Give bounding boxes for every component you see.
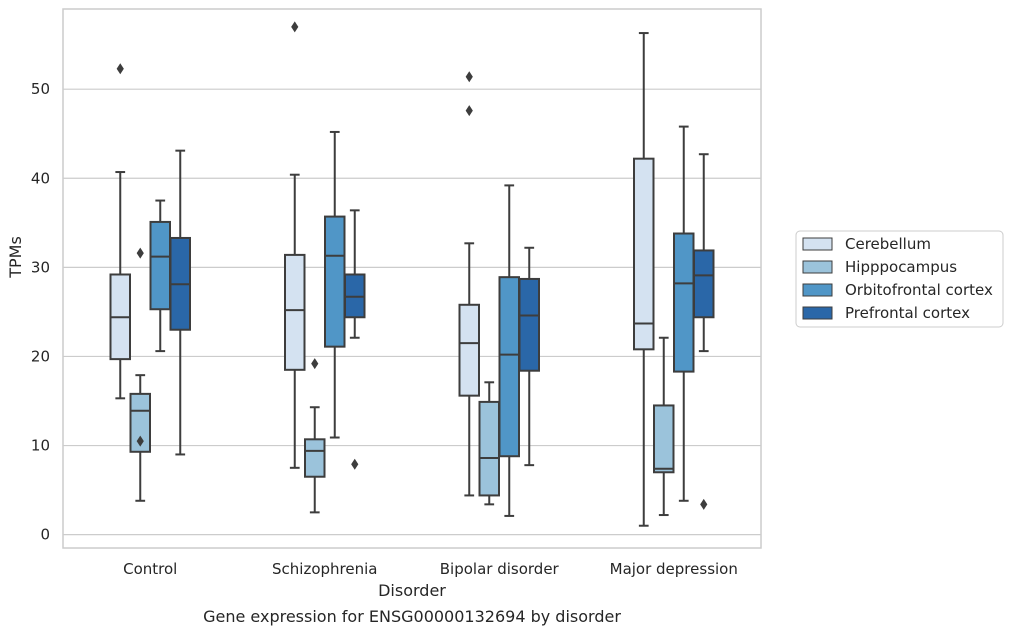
iqr-box [284, 253, 306, 371]
outlier-point [136, 435, 144, 447]
box-1-4 [169, 149, 191, 456]
legend-swatch [802, 260, 833, 274]
box-3-2 [478, 381, 500, 506]
y-tick-label: 50 [31, 80, 50, 98]
box-2-1 [284, 21, 306, 469]
outlier-point [465, 71, 473, 83]
iqr-box [458, 303, 480, 397]
box-1-1 [109, 63, 131, 400]
box-3-4 [518, 246, 540, 467]
box-4-4 [693, 153, 715, 510]
x-tick-label: Major depression [610, 560, 738, 578]
x-tick-label: Bipolar disorder [440, 560, 560, 578]
box-2-3 [324, 130, 346, 439]
iqr-box [673, 232, 695, 373]
box-4-2 [653, 336, 675, 517]
y-tick-label: 0 [40, 526, 50, 544]
box-1-2 [129, 247, 151, 502]
y-tick-label: 10 [31, 437, 50, 455]
outlier-point [136, 247, 144, 259]
plot-frame [62, 8, 762, 549]
y-tick-label: 40 [31, 169, 50, 187]
iqr-box [149, 220, 171, 311]
box-2-4 [344, 209, 366, 470]
iqr-box [498, 276, 520, 458]
legend-swatch [802, 237, 833, 251]
legend: Cerebellum Hipppocampus Orbitofrontal cort… [795, 230, 1004, 328]
iqr-box [129, 392, 151, 453]
legend-label: Hipppocampus [845, 258, 957, 276]
box-2-2 [304, 358, 326, 514]
chart-caption: Gene expression for ENSG00000132694 by d… [203, 607, 621, 626]
iqr-box [478, 400, 500, 497]
legend-swatch [802, 283, 833, 297]
outlier-point [465, 105, 473, 117]
iqr-box [518, 277, 540, 372]
outlier-point [291, 21, 299, 33]
box-3-3 [498, 184, 520, 517]
outlier-point [116, 63, 124, 75]
box-4-1 [633, 32, 655, 527]
x-tick-label: Schizophrenia [272, 560, 377, 578]
box-3-1 [458, 71, 480, 497]
iqr-box [653, 404, 675, 474]
iqr-box [693, 249, 715, 319]
y-axis-ticks: 0 10 20 30 40 50 [31, 80, 50, 543]
legend-frame [795, 230, 1004, 328]
iqr-box [324, 215, 346, 348]
x-axis-ticks: Control Schizophrenia Bipolar disorder Majo… [123, 560, 738, 578]
outlier-point [311, 358, 319, 370]
box-4-3 [673, 125, 695, 502]
x-axis-label: Disorder [378, 581, 446, 600]
legend-label: Prefrontal cortex [845, 304, 970, 322]
box-1-3 [149, 199, 171, 353]
legend-label: Cerebellum [845, 235, 931, 253]
y-tick-label: 30 [31, 258, 50, 276]
iqr-box [304, 438, 326, 478]
y-tick-label: 20 [31, 347, 50, 365]
legend-swatch [802, 306, 833, 320]
outlier-point [700, 498, 708, 510]
box-groups [109, 21, 715, 527]
iqr-box [633, 157, 655, 351]
y-axis-label: TPMs [6, 236, 25, 279]
legend-label: Orbitofrontal cortex [845, 281, 993, 299]
x-tick-label: Control [123, 560, 177, 578]
outlier-point [351, 458, 359, 470]
